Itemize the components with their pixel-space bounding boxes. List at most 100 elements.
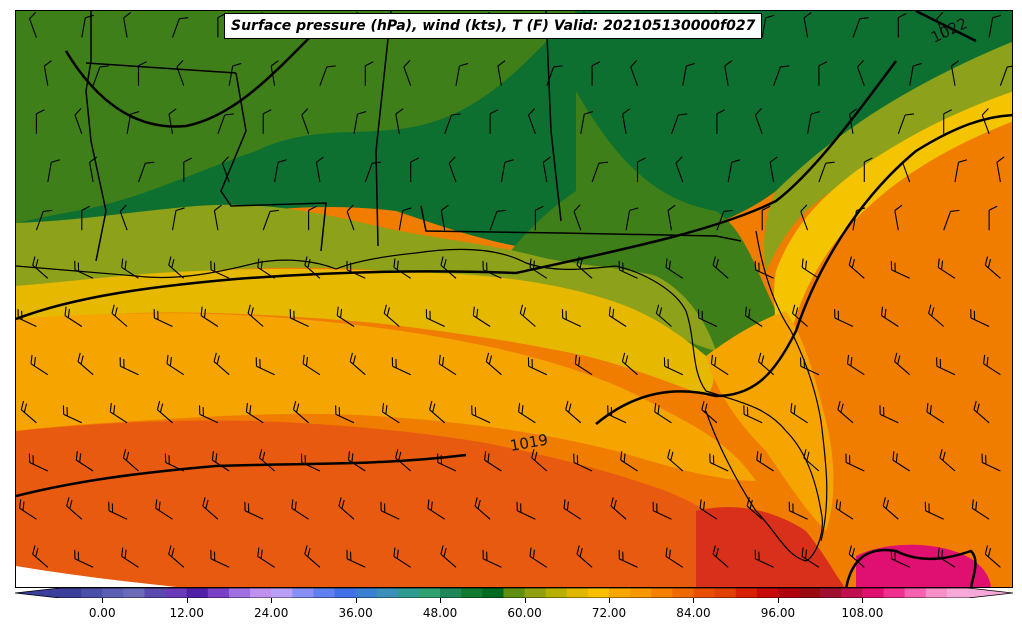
wind-barb bbox=[897, 13, 907, 38]
wind-barb bbox=[410, 157, 419, 182]
florida-east-coast bbox=[755, 230, 828, 542]
wind-barb-shaft bbox=[304, 264, 321, 279]
wind-barb-shaft bbox=[77, 361, 94, 376]
wind-barb-flag bbox=[109, 402, 112, 412]
wind-barb bbox=[984, 256, 1001, 279]
wind-barb bbox=[835, 499, 854, 520]
colorbar-swatch bbox=[904, 588, 927, 598]
wind-barb-shaft bbox=[212, 459, 230, 472]
wind-barb-shaft bbox=[395, 114, 400, 134]
wind-barb bbox=[221, 156, 230, 183]
wind-barb-flag bbox=[859, 17, 869, 20]
wind-barb bbox=[837, 400, 854, 424]
wind-barb-flag bbox=[986, 357, 989, 367]
wind-barb bbox=[655, 304, 672, 327]
wind-barb-flag bbox=[528, 108, 536, 116]
wind-barb-flag bbox=[32, 256, 36, 266]
wind-barb-shaft bbox=[580, 114, 585, 134]
wind-barb bbox=[652, 501, 672, 520]
wind-barb bbox=[62, 405, 83, 424]
wind-barb-flag bbox=[396, 549, 399, 559]
wind-barb-flag bbox=[211, 451, 214, 461]
wind-barb-flag bbox=[36, 109, 45, 115]
wind-barb-shaft bbox=[701, 409, 718, 424]
wind-barb-shaft bbox=[800, 365, 820, 376]
colorbar-swatch bbox=[925, 588, 948, 598]
wind-barb-flag bbox=[255, 357, 258, 367]
wind-barb bbox=[319, 65, 336, 86]
wind-barb bbox=[529, 547, 548, 568]
wind-barb-flag bbox=[801, 547, 804, 557]
wind-barb-shaft bbox=[63, 413, 83, 424]
wind-barb bbox=[618, 549, 638, 568]
isobars bbox=[16, 11, 1012, 587]
wind-barb-shaft bbox=[398, 210, 404, 231]
wind-barb-shaft bbox=[395, 457, 412, 472]
wind-barb bbox=[591, 161, 608, 183]
wind-barb-flag bbox=[926, 402, 929, 412]
wind-barb bbox=[455, 62, 469, 86]
wind-barb-flag bbox=[834, 309, 836, 319]
colorbar-swatch bbox=[545, 588, 568, 598]
wind-barb bbox=[937, 547, 956, 568]
wind-barb bbox=[890, 549, 910, 568]
wind-barb-shaft bbox=[210, 558, 230, 568]
wind-barb-flag bbox=[489, 109, 499, 115]
wind-barb-shaft bbox=[881, 315, 899, 327]
wind-barb-flag bbox=[864, 157, 873, 163]
wind-barb-flag bbox=[386, 307, 390, 317]
wind-barb bbox=[542, 156, 551, 183]
wind-barb bbox=[198, 405, 219, 424]
wind-barb-shaft bbox=[474, 505, 491, 520]
wind-barb-flag bbox=[74, 108, 82, 116]
wind-barb-shaft bbox=[972, 507, 990, 520]
wind-barb bbox=[801, 547, 820, 568]
wind-barb-flag bbox=[902, 156, 910, 164]
wind-barb-shaft bbox=[444, 114, 453, 134]
wind-barb bbox=[973, 400, 990, 424]
wind-barb-flag bbox=[85, 14, 95, 19]
wind-barb-flag bbox=[652, 501, 654, 511]
wind-barb bbox=[119, 357, 139, 376]
wind-barb-shaft bbox=[894, 361, 911, 376]
wind-barb bbox=[171, 207, 185, 231]
wind-barb bbox=[675, 156, 684, 183]
wind-barb-shaft bbox=[119, 211, 128, 231]
wind-barb bbox=[393, 547, 411, 568]
wind-barb bbox=[527, 357, 548, 376]
isobar-3 bbox=[595, 113, 1012, 425]
wind-barb bbox=[845, 453, 865, 472]
wind-barb-flag bbox=[346, 204, 354, 212]
colorbar-swatch bbox=[418, 588, 441, 598]
wind-barb-flag bbox=[20, 400, 25, 410]
wind-barb-flag bbox=[198, 405, 201, 415]
wind-barb-flag bbox=[410, 157, 419, 163]
wind-barb bbox=[403, 60, 412, 86]
wind-barb-flag bbox=[277, 159, 287, 163]
wind-barb-flag bbox=[340, 308, 343, 318]
wind-barb bbox=[381, 402, 400, 424]
wind-barb-flag bbox=[702, 501, 706, 511]
wind-barb-shaft bbox=[518, 411, 536, 424]
colorbar-tick bbox=[693, 598, 695, 603]
wind-barb bbox=[663, 357, 684, 376]
colorbar-swatch bbox=[672, 588, 694, 598]
wind-barb-shaft bbox=[667, 457, 684, 472]
wind-barb-flag bbox=[205, 499, 209, 509]
wind-barb-flag bbox=[33, 357, 36, 367]
wind-barb-flag bbox=[66, 497, 70, 507]
wind-barb bbox=[30, 354, 49, 376]
wind-barb-flag bbox=[663, 357, 666, 367]
wind-barb-flag bbox=[347, 451, 351, 461]
wind-barb-shaft bbox=[110, 411, 128, 424]
wind-barb-flag bbox=[487, 453, 490, 463]
wind-barb-flag bbox=[486, 551, 488, 561]
wind-barb-flag bbox=[443, 259, 447, 268]
wind-barb bbox=[563, 499, 582, 520]
wind-barb-flag bbox=[32, 545, 36, 555]
wind-barb-flag bbox=[629, 207, 639, 212]
wind-barb-shaft bbox=[257, 555, 275, 568]
wind-barb-flag bbox=[496, 209, 506, 212]
wind-barb-flag bbox=[724, 60, 733, 67]
wind-barb-flag bbox=[432, 403, 436, 413]
